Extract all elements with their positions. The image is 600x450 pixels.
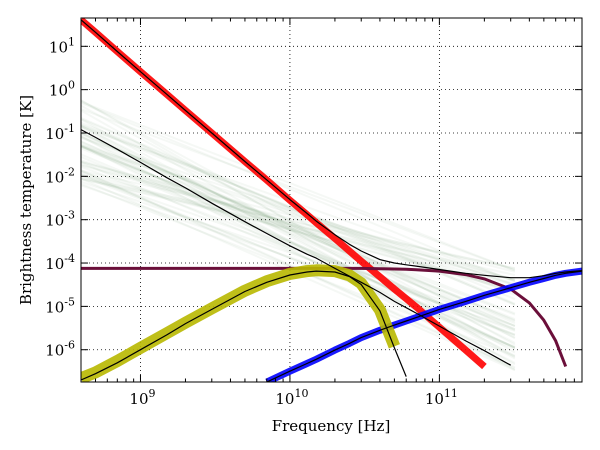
series-line-5 xyxy=(81,129,511,366)
band-line xyxy=(81,108,516,272)
band-line xyxy=(81,145,516,321)
series-line-2 xyxy=(81,266,568,368)
band-line xyxy=(81,159,516,292)
band-line xyxy=(81,174,516,348)
band-line xyxy=(81,104,516,346)
y-tick-label: 10-3 xyxy=(45,209,75,230)
band-line xyxy=(81,124,516,306)
series-line-7 xyxy=(81,270,407,381)
axis-ticks: 109 1010 1011 10-6 10-5 10-4 10-3 10-2 10-1 100 10… xyxy=(45,18,583,408)
band-line xyxy=(81,132,516,331)
grid xyxy=(81,18,582,382)
band-line xyxy=(81,145,516,322)
band-line xyxy=(81,118,516,360)
y-tick-label: 100 xyxy=(49,79,75,100)
band-line xyxy=(81,145,516,349)
y-tick-label: 101 xyxy=(49,35,75,56)
band-line xyxy=(81,109,516,358)
plot-background xyxy=(81,18,582,382)
band-line xyxy=(81,176,516,270)
y-tick-label: 10-6 xyxy=(45,339,75,360)
band-line xyxy=(81,132,516,324)
series-line-8 xyxy=(266,270,582,382)
band-line xyxy=(81,172,516,350)
band-line xyxy=(81,177,516,281)
y-tick-label: 10-4 xyxy=(45,252,75,273)
series-group xyxy=(81,18,582,382)
band-line xyxy=(81,118,516,306)
y-tick-label: 10-5 xyxy=(45,295,75,316)
band-line xyxy=(81,126,516,366)
band-line xyxy=(81,144,516,282)
band-line xyxy=(81,134,516,323)
band-line xyxy=(81,163,516,281)
band-line xyxy=(81,161,516,273)
series-line-6 xyxy=(81,19,582,279)
x-tick-label: 109 xyxy=(129,387,155,408)
band-line xyxy=(81,140,516,349)
band-line xyxy=(81,142,516,349)
x-tick-label: 1010 xyxy=(275,387,308,408)
band-line xyxy=(81,132,516,327)
y-tick-label: 10-2 xyxy=(45,165,75,186)
x-axis-label: Frequency [Hz] xyxy=(272,417,391,435)
band-line xyxy=(81,161,516,349)
y-axis-label: Brightness temperature [K] xyxy=(17,95,35,305)
band-line xyxy=(81,177,516,276)
band-line xyxy=(81,164,516,287)
x-tick-label: 1011 xyxy=(425,387,458,408)
plot-frame xyxy=(80,17,583,383)
band-line xyxy=(81,165,516,332)
band-line xyxy=(81,141,516,315)
band-line xyxy=(81,144,516,328)
band-line xyxy=(81,131,516,332)
band-line xyxy=(81,100,516,272)
band-line xyxy=(81,180,516,330)
y-tick-label: 10-1 xyxy=(45,122,75,143)
band-line xyxy=(81,124,516,357)
